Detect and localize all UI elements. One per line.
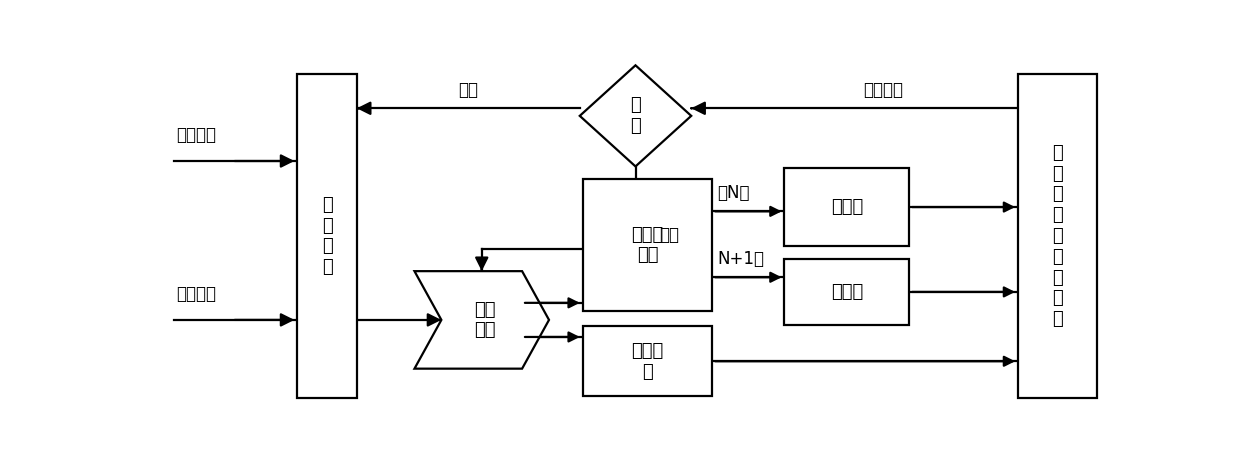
Text: 读出数据: 读出数据 [863,81,904,99]
Text: 多脉冲
擦除: 多脉冲 擦除 [631,226,663,265]
Text: 前N次: 前N次 [717,184,750,202]
Polygon shape [580,65,691,166]
Text: 增强读: 增强读 [831,198,863,216]
Text: 主
控
电
路: 主 控 电 路 [321,196,332,276]
Text: 正确: 正确 [459,81,479,99]
Bar [583,179,713,311]
Text: 正常擦
除: 正常擦 除 [631,342,663,381]
Bar [298,75,357,398]
Bar [785,258,909,325]
Text: 擦除使能: 擦除使能 [176,126,216,144]
Text: 存
储
器
接
口
控
制
电
路: 存 储 器 接 口 控 制 电 路 [1052,144,1063,328]
Bar [583,326,713,396]
Bar [1018,75,1096,398]
Text: 判
断: 判 断 [630,97,641,135]
Text: 正常读: 正常读 [831,283,863,301]
Text: 错误: 错误 [660,226,680,244]
Polygon shape [414,271,549,369]
Text: 擦除地址: 擦除地址 [176,285,216,303]
Text: N+1次: N+1次 [717,250,764,268]
Bar [785,168,909,246]
Text: 软件
配置: 软件 配置 [475,301,496,339]
